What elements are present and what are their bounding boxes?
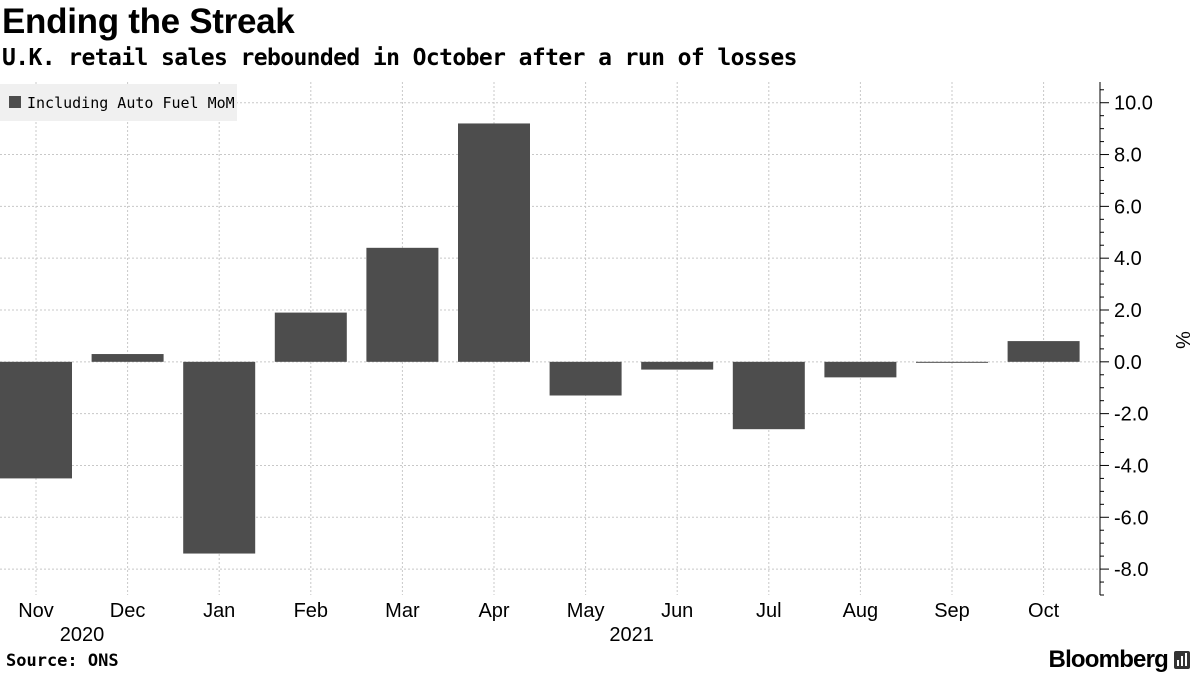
bar-feb: [274, 312, 347, 362]
x-tick-label: Nov: [18, 600, 54, 622]
year-label: 2021: [609, 624, 654, 646]
chart-subtitle: U.K. retail sales rebounded in October a…: [2, 45, 797, 71]
bar-dec: [91, 354, 164, 362]
logo-icon-bar: [1177, 660, 1179, 666]
bar-series: [0, 123, 1080, 554]
x-tick-label: Oct: [1028, 600, 1060, 622]
bloomberg-terminal-icon: [1174, 651, 1190, 669]
x-tick-label: Feb: [294, 600, 328, 622]
gridlines: [0, 82, 1100, 595]
bar-mar: [366, 247, 439, 362]
x-tick-label: Dec: [110, 600, 146, 622]
bloomberg-logo: Bloomberg: [1049, 646, 1190, 674]
bar-jan: [183, 361, 256, 554]
bar-apr: [458, 123, 530, 362]
x-axis: Nov Dec Jan Feb Mar Apr May Jun Jul Aug Sep Oct 2020…: [18, 600, 1059, 646]
x-tick-label: Jan: [203, 600, 235, 622]
legend-box: [0, 84, 237, 121]
legend-label: Including Auto Fuel MoM: [27, 94, 235, 112]
y-tick-label: -8.0: [1114, 559, 1148, 581]
y-tick-label: 6.0: [1114, 196, 1142, 218]
logo-icon-bar: [1185, 653, 1187, 666]
logo-icon-bar: [1181, 656, 1183, 666]
y-tick-label: 10.0: [1114, 93, 1153, 115]
x-tick-label: Sep: [934, 600, 970, 622]
y-tick-label: 0.0: [1114, 352, 1142, 374]
bar-may: [549, 361, 622, 396]
chart-title: Ending the Streak: [2, 2, 295, 41]
x-tick-label: Aug: [843, 600, 879, 622]
x-tick-label: Jun: [661, 600, 693, 622]
y-tick-label: 4.0: [1114, 248, 1142, 270]
x-tick-label: Jul: [756, 600, 782, 622]
legend: Including Auto Fuel MoM: [0, 84, 237, 121]
bar-jun: [641, 361, 714, 370]
legend-swatch: [9, 96, 21, 108]
brand-name: Bloomberg: [1048, 646, 1169, 673]
bar-sep: [916, 361, 988, 363]
y-tick-label: -4.0: [1114, 455, 1148, 477]
y-tick-label: 8.0: [1114, 145, 1142, 167]
x-tick-label: May: [567, 600, 605, 622]
y-tick-label: -2.0: [1114, 404, 1148, 426]
year-label: 2020: [60, 624, 105, 646]
y-axis-label: %: [1171, 331, 1193, 349]
bar-jul: [732, 361, 805, 430]
y-tick-label: -6.0: [1114, 507, 1148, 529]
y-tick-label: 2.0: [1114, 300, 1142, 322]
x-tick-label: Mar: [385, 600, 420, 622]
bar-oct: [1007, 341, 1080, 362]
bar-nov: [0, 361, 72, 479]
x-tick-label: Apr: [478, 600, 509, 622]
source-note: Source: ONS: [6, 651, 119, 671]
bar-aug: [824, 361, 897, 378]
y-axis: 10.0 8.0 6.0 4.0 2.0 0.0 -2.0 -4.0 -6.0 -8.0%: [1099, 82, 1193, 596]
